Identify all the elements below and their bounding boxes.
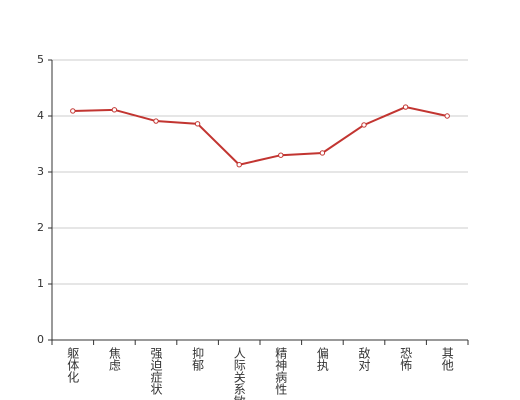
x-tick-label: 恐怖 bbox=[399, 347, 413, 371]
point bbox=[361, 122, 367, 128]
x-tick-label: 强迫症状 bbox=[149, 347, 163, 395]
x-tick-label: 偏执 bbox=[315, 346, 329, 372]
x-tick-label: 躯体化 bbox=[66, 346, 80, 384]
point bbox=[319, 150, 326, 156]
x-tick-label: 焦虑 bbox=[107, 347, 121, 371]
point bbox=[153, 118, 159, 124]
point bbox=[278, 152, 284, 158]
point bbox=[236, 162, 242, 168]
y-tick-label: 0 bbox=[37, 333, 44, 346]
x-tick-label: 其他 bbox=[440, 347, 454, 371]
y-tick-label: 2 bbox=[37, 221, 44, 234]
y-tick-label: 4 bbox=[37, 109, 44, 122]
x-tick-label: 抑郁 bbox=[191, 346, 205, 372]
point bbox=[194, 121, 201, 127]
line bbox=[72, 105, 448, 166]
x-tick-label: 精神病性 bbox=[274, 347, 288, 396]
point bbox=[402, 104, 409, 110]
y-tick-label: 5 bbox=[37, 53, 44, 66]
y-tick-label: 3 bbox=[37, 165, 44, 178]
y-tick-label: 1 bbox=[37, 277, 44, 290]
point bbox=[70, 108, 76, 114]
x-tick-label: 人际关系敏感 bbox=[232, 347, 246, 400]
point bbox=[111, 107, 118, 113]
x-tick-label: 敌对 bbox=[357, 346, 371, 371]
point bbox=[444, 113, 450, 119]
